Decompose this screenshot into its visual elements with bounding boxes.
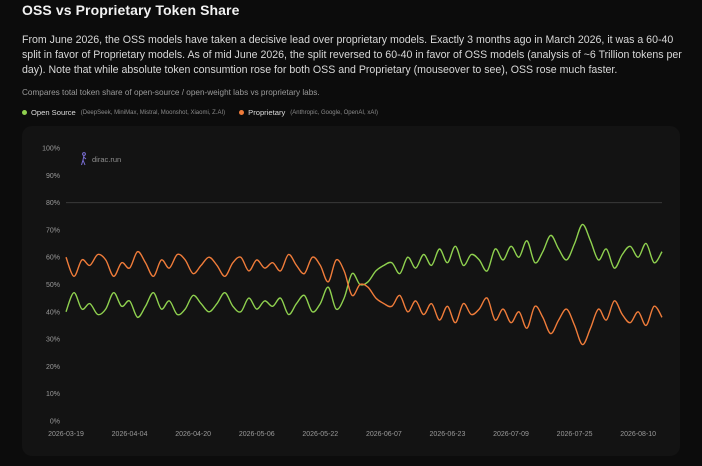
legend-note-open-source: (DeepSeek, MiniMax, Mistral, Moonshot, X… <box>80 109 226 116</box>
x-tick-label: 2026-04-20 <box>175 431 211 438</box>
x-tick-label: 2026-08-10 <box>620 431 656 438</box>
x-tick-label: 2026-05-22 <box>302 431 338 438</box>
y-tick-label: 10% <box>46 391 60 398</box>
x-axis: 2026-03-19 2026-04-04 2026-04-20 2026-05-06… <box>48 431 656 438</box>
figure-logo-icon <box>81 152 87 166</box>
x-tick-label: 2026-06-23 <box>430 431 466 438</box>
y-tick-label: 100% <box>42 146 60 153</box>
y-tick-label: 70% <box>46 227 60 234</box>
y-tick-label: 60% <box>46 255 60 262</box>
series-lines <box>65 223 663 346</box>
chart-card <box>22 126 680 456</box>
y-tick-label: 90% <box>46 173 60 180</box>
y-axis: 0% 10% 20% 30% 40% 50% 60% 70% 80% 90% 100% <box>42 146 60 426</box>
y-tick-label: 50% <box>46 282 60 289</box>
x-tick-label: 2026-07-25 <box>557 431 593 438</box>
series-line-open-source[interactable] <box>65 223 663 319</box>
x-tick-label: 2026-06-07 <box>366 431 402 438</box>
chart-subtitle: Compares total token share of open-sourc… <box>22 88 320 97</box>
description: From June 2026, the OSS models have take… <box>22 34 682 76</box>
legend-label-open-source: Open Source <box>31 108 76 117</box>
watermark: dirac.run <box>80 152 121 166</box>
y-tick-label: 80% <box>46 200 60 207</box>
y-tick-label: 30% <box>46 337 60 344</box>
x-tick-label: 2026-05-06 <box>239 431 275 438</box>
x-tick-label: 2026-04-04 <box>112 431 148 438</box>
legend-item-open-source[interactable]: Open Source (DeepSeek, MiniMax, Mistral,… <box>22 108 225 117</box>
watermark-text: dirac.run <box>92 154 122 164</box>
legend-note-proprietary: (Anthropic, Google, OpenAI, xAI) <box>290 109 378 116</box>
y-tick-label: 40% <box>46 309 60 316</box>
legend-label-proprietary: Proprietary <box>248 108 286 117</box>
legend-item-proprietary[interactable]: Proprietary (Anthropic, Google, OpenAI, … <box>239 108 378 117</box>
y-tick-label: 0% <box>50 419 60 426</box>
chart-legend: Open Source (DeepSeek, MiniMax, Mistral,… <box>22 108 392 117</box>
legend-swatch-proprietary <box>239 110 245 115</box>
x-tick-label: 2026-07-09 <box>493 431 529 438</box>
series-line-proprietary[interactable] <box>65 250 663 346</box>
legend-swatch-open-source <box>22 110 27 115</box>
x-tick-label: 2026-03-19 <box>48 431 84 438</box>
y-tick-label: 20% <box>46 364 60 371</box>
page-title: OSS vs Proprietary Token Share <box>22 2 240 18</box>
